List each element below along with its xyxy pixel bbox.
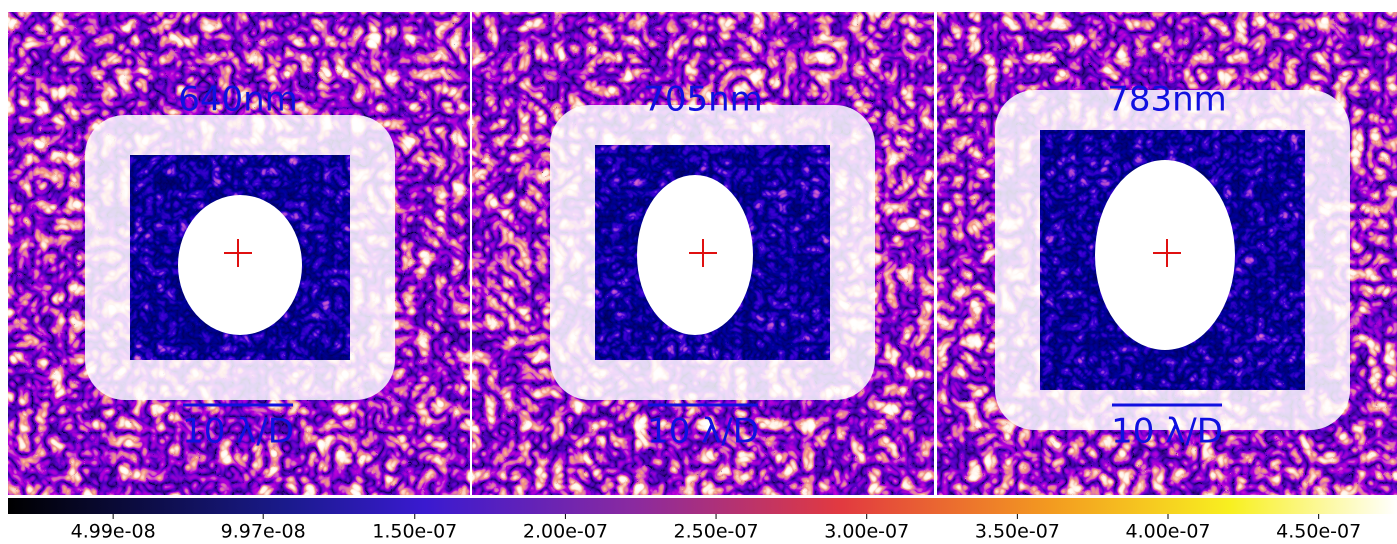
scale-label: 10 λ/D	[647, 412, 759, 452]
colorbar-tick-label: 2.00e-07	[523, 521, 608, 543]
colorbar-tick-label: 4.00e-07	[1125, 521, 1210, 543]
image-panel: 640nm 10 λ/D	[8, 12, 470, 495]
image-panel: 783nm 10 λ/D	[937, 12, 1397, 495]
colorbar-tick-label: 4.50e-07	[1276, 521, 1361, 543]
colorbar-tick-label: 1.50e-07	[372, 521, 457, 543]
colorbar-tick-label: 9.97e-08	[221, 521, 306, 543]
colorbar	[8, 498, 1397, 514]
colorbar-tick-label: 3.00e-07	[824, 521, 909, 543]
image-panel: 705nm 10 λ/D	[472, 12, 934, 495]
colorbar-tick-label: 2.50e-07	[674, 521, 759, 543]
central-blob	[178, 195, 302, 335]
panel-content	[8, 12, 470, 495]
scale-label: 10 λ/D	[182, 412, 294, 452]
scale-label: 10 λ/D	[1111, 412, 1223, 452]
wavelength-label: 783nm	[1107, 80, 1227, 120]
panel-content	[937, 12, 1397, 495]
wavelength-label: 705nm	[643, 80, 763, 120]
colorbar-tick-label: 4.99e-08	[71, 521, 156, 543]
colorbar-ticks: 4.99e-08 9.97e-08 1.50e-07 2.00e-07 2.50e-07…	[71, 514, 1361, 543]
central-blob	[637, 175, 753, 335]
central-blob	[1095, 160, 1235, 350]
panels: 640nm 10 λ/D 705nm 10 λ/D 783nm 10 λ/D	[8, 12, 1397, 495]
wavelength-label: 640nm	[178, 80, 298, 120]
colorbar-tick-label: 3.50e-07	[975, 521, 1060, 543]
